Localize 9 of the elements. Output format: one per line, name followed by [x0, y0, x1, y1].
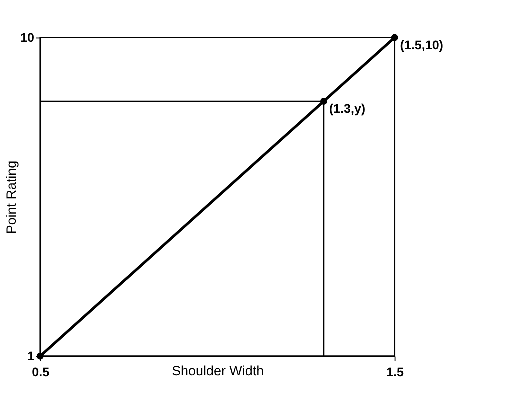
x-tick-label: 0.5	[32, 366, 50, 380]
annotation: (1.3,y)	[329, 102, 366, 116]
point	[391, 34, 398, 42]
x-tick-label: 1.5	[386, 366, 404, 380]
y-tick-label: 1	[28, 349, 35, 364]
annotation: (1.5,10)	[400, 38, 444, 52]
x-axis-title: Shoulder Width	[172, 364, 264, 379]
y-axis-title: Point Rating	[4, 160, 20, 234]
y-tick-label: 10	[20, 30, 35, 45]
